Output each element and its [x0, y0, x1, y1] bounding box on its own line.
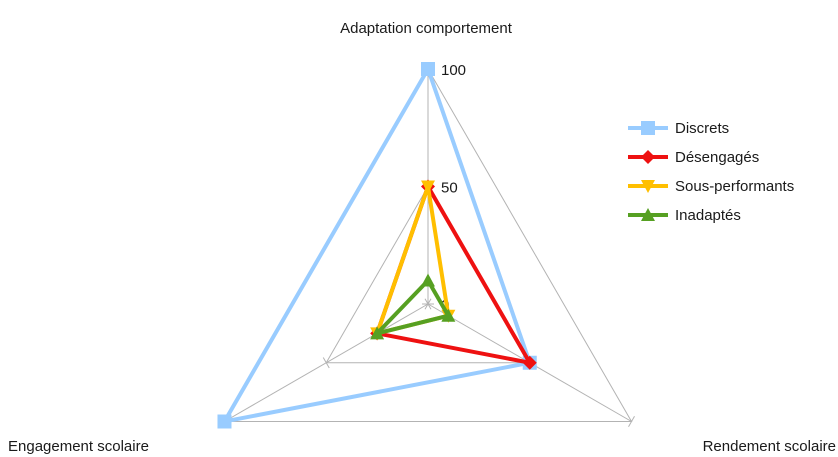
series-line-desengages: [374, 181, 534, 366]
axis-title-adaptation-comportement: Adaptation comportement: [340, 20, 513, 37]
marker-desengages: [641, 150, 655, 164]
legend-item-desengages: Désengagés: [628, 149, 759, 166]
marker-discrets: [421, 62, 435, 76]
marker-sous-performants: [641, 180, 655, 193]
series-inadaptes: [370, 273, 456, 340]
legend-item-sous-performants: Sous-performants: [628, 178, 794, 195]
axis-title-rendement-scolaire: Rendement scolaire: [703, 438, 836, 455]
marker-desengages: [522, 355, 537, 370]
marker-inadaptes: [441, 308, 456, 322]
marker-inadaptes: [421, 273, 435, 287]
legend-label-sous-performants: Sous-performants: [675, 178, 794, 195]
marker-inadaptes: [641, 208, 655, 221]
legend-label-desengages: Désengagés: [675, 149, 759, 166]
marker-sous-performants: [421, 180, 435, 194]
tick-mark: [322, 357, 330, 369]
series-line-discrets: [220, 64, 533, 425]
legend: Discrets Désengagés Sous-performants Inadap…: [628, 120, 794, 224]
axis-title-engagement-scolaire: Engagement scolaire: [8, 438, 149, 455]
legend-item-discrets: Discrets: [628, 120, 729, 137]
legend-label-inadaptes: Inadaptés: [675, 207, 741, 224]
marker-discrets: [641, 121, 655, 135]
radar-grid: [221, 68, 635, 427]
axis-titles: Adaptation comportement Rendement scolair…: [8, 20, 836, 455]
series-line-inadaptes: [370, 277, 452, 337]
legend-label-discrets: Discrets: [675, 120, 729, 137]
legend-item-inadaptes: Inadaptés: [628, 207, 741, 224]
center-tick: [424, 298, 432, 310]
marker-inadaptes: [370, 326, 385, 340]
series-line-sous-performants: [374, 185, 451, 337]
series-discrets: [217, 62, 537, 429]
tick-mark: [628, 416, 635, 427]
series-layer: [217, 62, 537, 429]
tick-label: 100: [441, 62, 466, 79]
tick-label: 50: [441, 180, 458, 197]
marker-discrets: [217, 414, 232, 429]
series-desengages: [370, 179, 537, 370]
